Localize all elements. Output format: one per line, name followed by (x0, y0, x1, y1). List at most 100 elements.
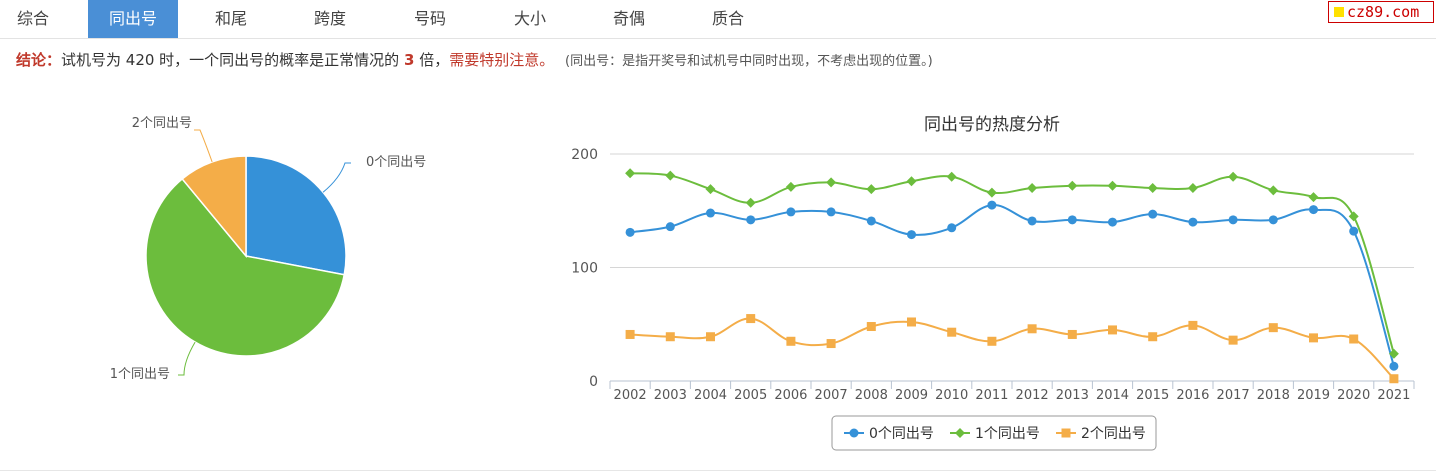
point-s0-9[interactable] (987, 200, 997, 210)
point-s2-7[interactable] (907, 317, 916, 327)
point-s2-15[interactable] (1228, 335, 1238, 345)
point-s1-5[interactable] (826, 177, 837, 188)
point-s2-9[interactable] (987, 336, 997, 346)
line-chart: 同出号的热度分析 0 100 200 2002 2003 2004 2005 2006 2007… (571, 115, 1415, 451)
point-s0-13[interactable] (1148, 209, 1158, 219)
legend-item-0[interactable]: 0个同出号 (844, 426, 934, 442)
point-s2-10[interactable] (1027, 324, 1037, 334)
point-s0-10[interactable] (1027, 216, 1037, 226)
point-s1-19[interactable] (1388, 348, 1399, 359)
conclusion-note: (同出号：是指开奖号和试机号中同时出现，不考虑出现的位置。) (565, 54, 933, 69)
point-s0-4[interactable] (786, 207, 796, 217)
x-axis: 2002 2003 2004 2005 2006 2007 2008 2009 2010 2011… (609, 381, 1415, 403)
point-s1-1[interactable] (665, 170, 676, 181)
tab-size[interactable]: 大小 (513, 9, 546, 28)
x-tick-label-10: 2012 (1016, 388, 1049, 403)
point-s2-18[interactable] (1349, 334, 1359, 344)
x-tick-label-0: 2002 (614, 388, 647, 403)
point-s2-4[interactable] (786, 336, 796, 346)
point-s0-0[interactable] (625, 227, 635, 237)
point-s1-10[interactable] (1027, 183, 1038, 194)
point-s1-9[interactable] (986, 187, 997, 198)
tab-overview[interactable]: 综合 (16, 9, 49, 28)
x-tick-label-11: 2013 (1056, 388, 1089, 403)
point-s1-0[interactable] (625, 168, 636, 179)
point-s0-1[interactable] (665, 222, 675, 232)
point-s0-6[interactable] (866, 216, 876, 226)
point-s0-2[interactable] (706, 208, 715, 218)
point-s0-3[interactable] (746, 215, 756, 225)
point-s0-19[interactable] (1389, 361, 1399, 371)
point-s1-8[interactable] (946, 171, 957, 182)
point-s1-17[interactable] (1308, 192, 1319, 203)
point-s2-13[interactable] (1148, 332, 1158, 342)
point-s0-18[interactable] (1349, 226, 1359, 236)
point-s0-17[interactable] (1309, 205, 1318, 215)
pie-label-1: 1个同出号 (110, 367, 170, 382)
point-s0-7[interactable] (907, 230, 916, 240)
point-s1-14[interactable] (1187, 183, 1198, 194)
bottom-divider (0, 470, 1436, 471)
point-s2-14[interactable] (1188, 320, 1198, 330)
point-s1-6[interactable] (866, 184, 877, 195)
point-s1-15[interactable] (1228, 171, 1239, 182)
x-tick-label-13: 2015 (1136, 388, 1169, 403)
series-0 (625, 200, 1399, 371)
tab-sum-tail[interactable]: 和尾 (214, 9, 247, 28)
pie-label-0: 0个同出号 (366, 155, 426, 170)
point-s2-0[interactable] (625, 329, 635, 339)
legend-item-2[interactable]: 2个同出号 (1056, 426, 1146, 442)
pie-slice-0[interactable] (245, 155, 347, 276)
pie-slice-2[interactable] (181, 155, 247, 259)
x-tick-label-1: 2003 (654, 388, 687, 403)
point-s1-4[interactable] (785, 181, 796, 192)
site-logo[interactable]: cz89.com (1328, 1, 1434, 23)
point-s0-12[interactable] (1108, 217, 1117, 227)
pie-slices (145, 155, 347, 357)
conclusion-multiple: 3 (403, 51, 415, 69)
point-s2-1[interactable] (665, 332, 675, 342)
point-s2-11[interactable] (1067, 329, 1077, 339)
legend-label-1: 1个同出号 (975, 426, 1040, 442)
point-s1-7[interactable] (906, 176, 917, 187)
point-s2-5[interactable] (826, 339, 836, 349)
point-s2-17[interactable] (1309, 333, 1318, 343)
tab-same-numbers[interactable]: 同出号 (88, 0, 178, 38)
point-s0-16[interactable] (1268, 215, 1278, 225)
point-s2-8[interactable] (947, 327, 957, 337)
conclusion-text-2: 倍， (419, 51, 450, 69)
tab-span[interactable]: 跨度 (313, 9, 346, 28)
x-tick-label-5: 2007 (815, 388, 848, 403)
point-s1-13[interactable] (1147, 183, 1158, 194)
point-s0-11[interactable] (1067, 215, 1077, 225)
point-s2-12[interactable] (1108, 325, 1117, 335)
point-s2-3[interactable] (746, 314, 756, 324)
point-s0-15[interactable] (1228, 215, 1238, 225)
conclusion-warning: 需要特别注意。 (449, 51, 555, 69)
point-s1-2[interactable] (705, 184, 716, 195)
point-s0-14[interactable] (1188, 217, 1198, 227)
pie-labels: 0个同出号 1个同出号 2个同出号 (110, 116, 427, 382)
series-1 (625, 168, 1399, 359)
pie-label-2: 2个同出号 (132, 116, 192, 131)
tab-odd-even[interactable]: 奇偶 (612, 9, 645, 28)
point-s1-18[interactable] (1348, 211, 1359, 222)
point-s2-16[interactable] (1268, 323, 1278, 333)
tab-prime-composite[interactable]: 质合 (711, 9, 744, 28)
conclusion-line: 结论：试机号为 420 时，一个同出号的概率是正常情况的 3 倍，需要特别注意。… (16, 49, 933, 70)
point-s1-16[interactable] (1268, 185, 1279, 196)
point-s2-19[interactable] (1389, 374, 1399, 384)
point-s2-2[interactable] (706, 332, 715, 342)
point-s0-8[interactable] (947, 223, 957, 233)
point-s1-12[interactable] (1107, 180, 1118, 191)
point-s1-11[interactable] (1067, 180, 1078, 191)
legend-label-2: 2个同出号 (1081, 426, 1146, 442)
tab-bar: 综合 同出号 和尾 跨度 号码 大小 奇偶 质合 cz89.com (0, 0, 1436, 39)
legend-item-1[interactable]: 1个同出号 (950, 426, 1040, 442)
legend-marker-1 (955, 428, 965, 438)
tab-number[interactable]: 号码 (413, 9, 446, 28)
point-s1-3[interactable] (745, 197, 756, 208)
logo-text: cz89.com (1347, 3, 1420, 21)
point-s0-5[interactable] (826, 207, 836, 217)
point-s2-6[interactable] (866, 322, 876, 332)
